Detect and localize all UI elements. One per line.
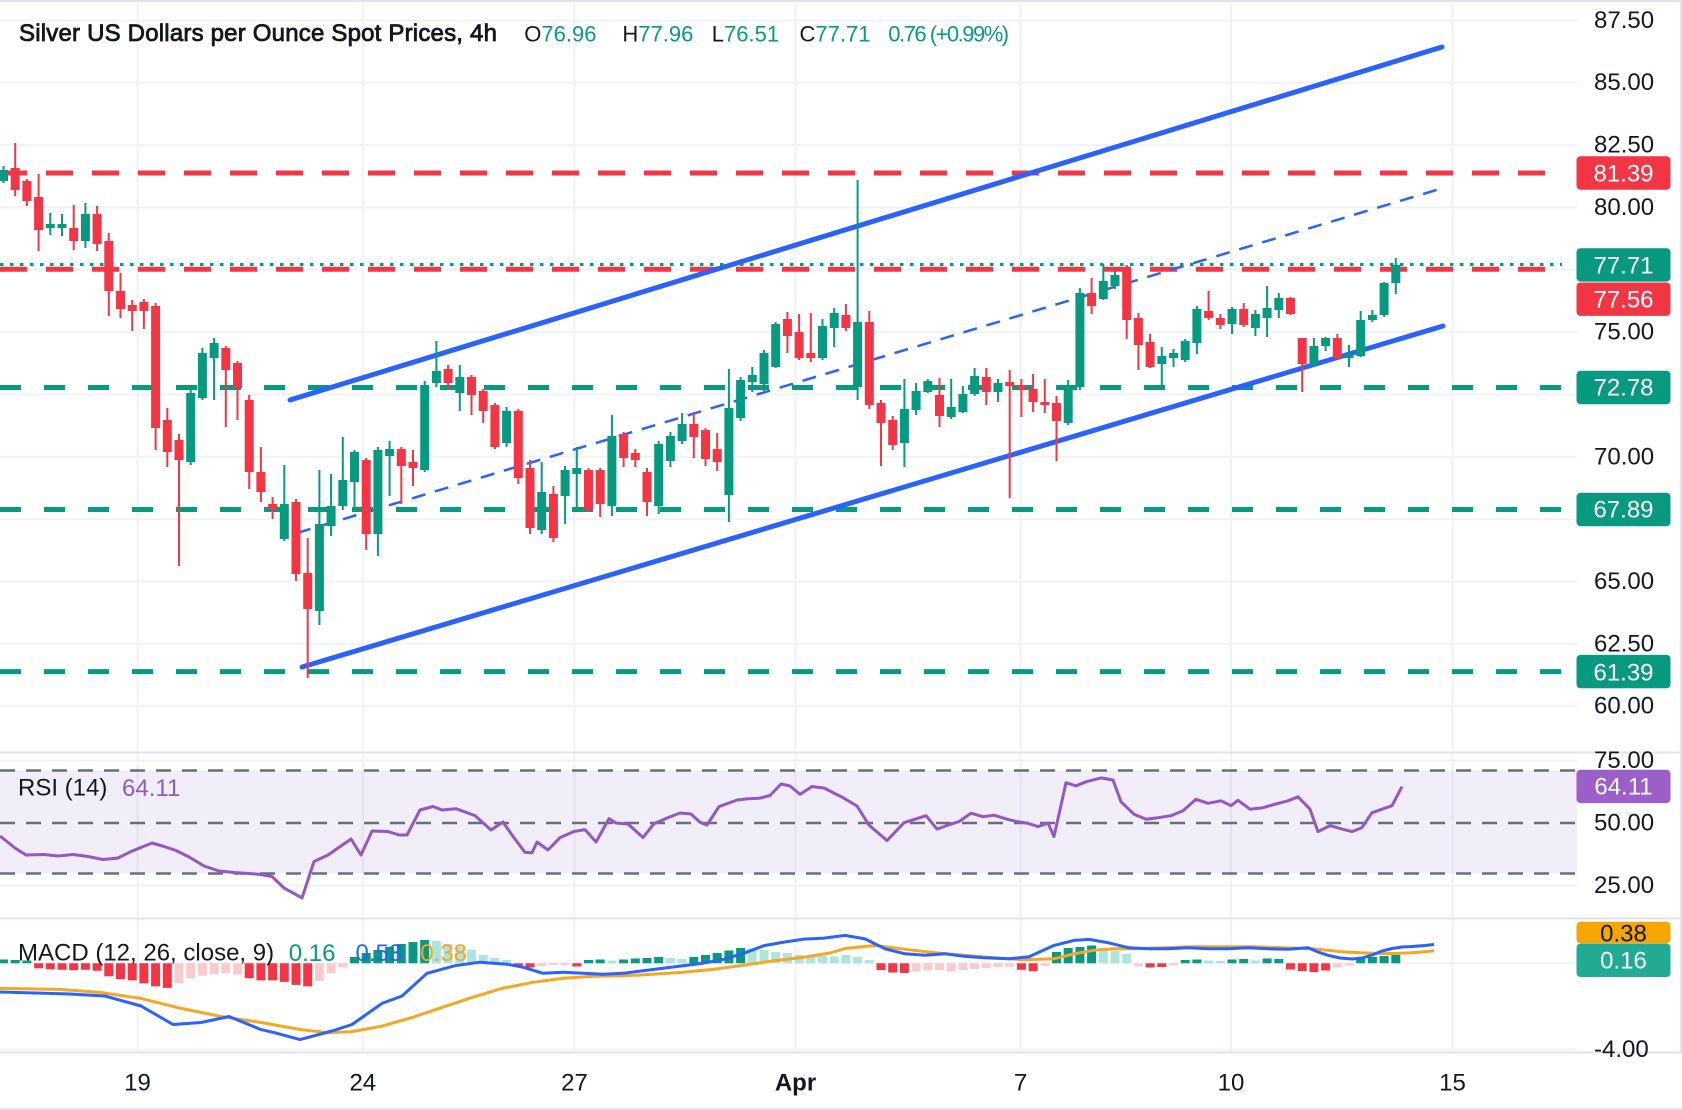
svg-text:85.00: 85.00 [1594, 69, 1654, 96]
svg-text:10: 10 [1218, 1070, 1245, 1097]
svg-text:77.71: 77.71 [1593, 253, 1653, 280]
svg-text:77.56: 77.56 [1593, 287, 1653, 314]
svg-text:24: 24 [349, 1070, 376, 1097]
svg-text:75.00: 75.00 [1594, 747, 1654, 774]
svg-text:H77.96: H77.96 [622, 22, 693, 47]
svg-text:70.00: 70.00 [1594, 443, 1654, 470]
svg-text:87.50: 87.50 [1594, 7, 1654, 34]
svg-text:Apr: Apr [775, 1070, 816, 1097]
svg-text:27: 27 [561, 1070, 588, 1097]
svg-text:75.00: 75.00 [1594, 319, 1654, 346]
svg-text:O76.96: O76.96 [524, 22, 596, 47]
svg-text:-4.00: -4.00 [1594, 1036, 1649, 1063]
svg-text:0.76 (+0.99%): 0.76 (+0.99%) [888, 22, 1007, 47]
svg-text:61.39: 61.39 [1593, 660, 1653, 687]
svg-text:0.16: 0.16 [1600, 948, 1647, 975]
svg-text:82.50: 82.50 [1594, 132, 1654, 159]
svg-text:Silver US Dollars per Ounce Sp: Silver US Dollars per Ounce Spot Prices,… [19, 20, 497, 47]
svg-text:0.38: 0.38 [1600, 921, 1647, 948]
svg-text:67.89: 67.89 [1593, 497, 1653, 524]
svg-text:60.00: 60.00 [1594, 693, 1654, 720]
svg-text:RSI (14) 64.11: RSI (14) 64.11 [18, 775, 180, 802]
svg-text:C77.71: C77.71 [800, 22, 871, 47]
svg-text:19: 19 [124, 1070, 151, 1097]
svg-text:MACD (12, 26, close, 9) 0.160.: MACD (12, 26, close, 9) 0.16 0.53 0.38 [18, 940, 467, 967]
svg-text:81.39: 81.39 [1593, 161, 1653, 188]
svg-text:72.78: 72.78 [1593, 375, 1653, 402]
svg-text:64.11: 64.11 [1594, 774, 1652, 801]
svg-text:65.00: 65.00 [1594, 568, 1654, 595]
svg-text:50.00: 50.00 [1594, 810, 1654, 837]
svg-text:15: 15 [1439, 1070, 1466, 1097]
svg-text:L76.51: L76.51 [712, 22, 779, 47]
svg-text:80.00: 80.00 [1594, 194, 1654, 221]
svg-text:7: 7 [1014, 1070, 1027, 1097]
svg-text:62.50: 62.50 [1594, 630, 1654, 657]
svg-text:25.00: 25.00 [1594, 872, 1654, 899]
